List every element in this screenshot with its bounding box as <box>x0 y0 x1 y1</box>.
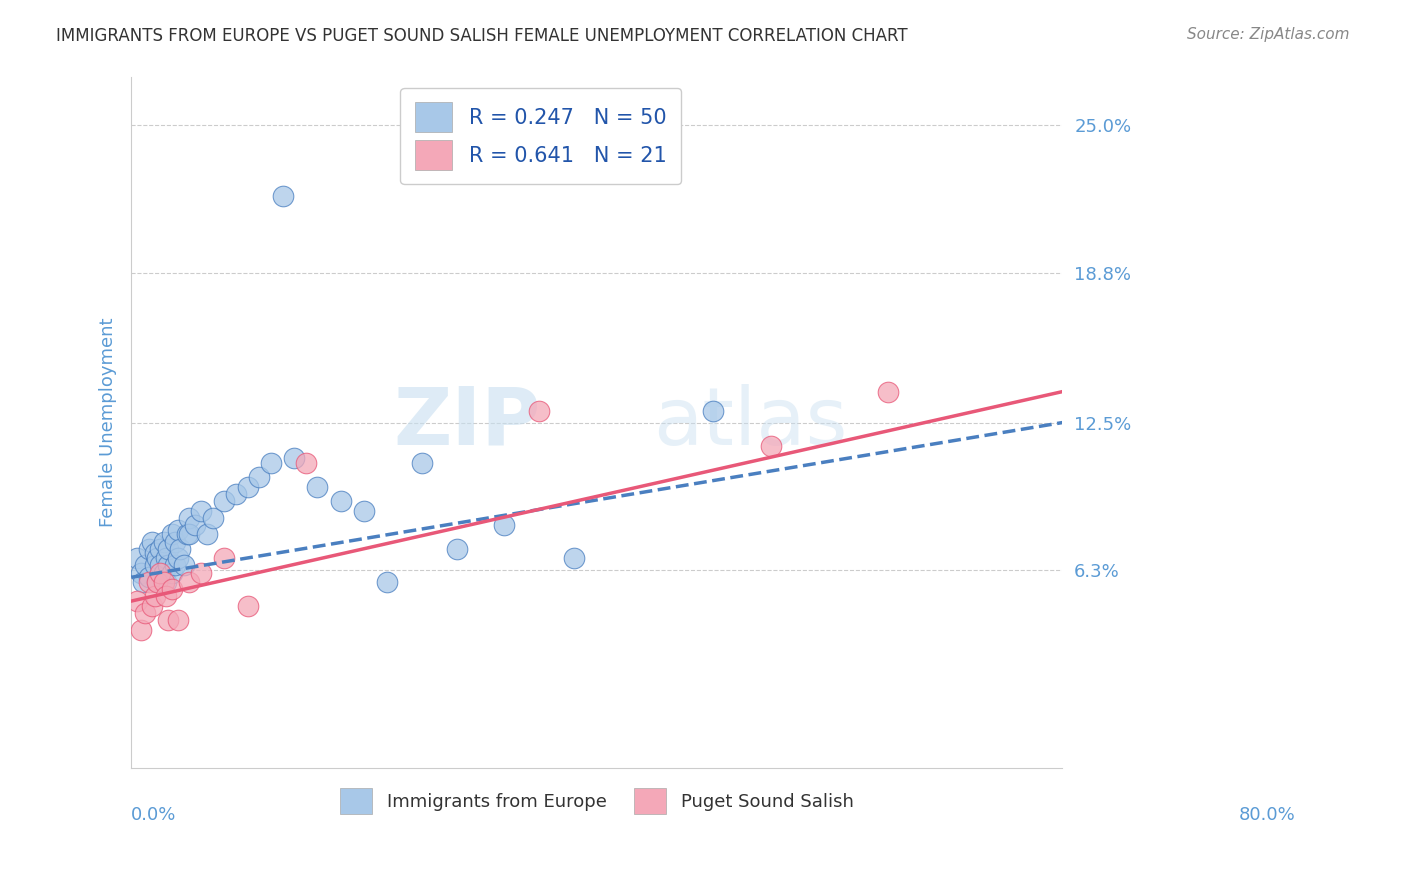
Point <box>214 494 236 508</box>
Point <box>173 558 195 573</box>
Text: atlas: atlas <box>652 384 846 461</box>
Point <box>160 566 183 580</box>
Point <box>353 503 375 517</box>
Point <box>179 575 201 590</box>
Point <box>153 575 176 590</box>
Point <box>143 546 166 560</box>
Point <box>155 575 177 590</box>
Point <box>236 480 259 494</box>
Point <box>166 551 188 566</box>
Point <box>141 534 163 549</box>
Point <box>236 599 259 613</box>
Point <box>155 551 177 566</box>
Point <box>125 551 148 566</box>
Point <box>165 558 187 573</box>
Point <box>702 403 724 417</box>
Point <box>153 566 176 580</box>
Point <box>134 606 156 620</box>
Point <box>149 558 172 573</box>
Point <box>160 527 183 541</box>
Point <box>527 403 550 417</box>
Point <box>146 575 169 590</box>
Point <box>160 582 183 597</box>
Point <box>179 510 201 524</box>
Point <box>190 566 212 580</box>
Point <box>125 594 148 608</box>
Text: IMMIGRANTS FROM EUROPE VS PUGET SOUND SALISH FEMALE UNEMPLOYMENT CORRELATION CHA: IMMIGRANTS FROM EUROPE VS PUGET SOUND SA… <box>56 27 908 45</box>
Point <box>143 590 166 604</box>
Point <box>562 551 585 566</box>
Point <box>166 613 188 627</box>
Point <box>195 527 218 541</box>
Point <box>214 551 236 566</box>
Point <box>129 623 152 637</box>
Point <box>153 534 176 549</box>
Point <box>132 575 155 590</box>
Point <box>201 510 224 524</box>
Legend: Immigrants from Europe, Puget Sound Salish: Immigrants from Europe, Puget Sound Sali… <box>333 780 860 821</box>
Point <box>169 541 191 556</box>
Point <box>271 189 294 203</box>
Point <box>283 451 305 466</box>
Point <box>761 439 783 453</box>
Point <box>411 456 433 470</box>
Text: ZIP: ZIP <box>394 384 541 461</box>
Point <box>190 503 212 517</box>
Text: 0.0%: 0.0% <box>131 805 177 823</box>
Point <box>247 470 270 484</box>
Point <box>446 541 468 556</box>
Point <box>492 517 515 532</box>
Point <box>143 558 166 573</box>
Point <box>165 534 187 549</box>
Point <box>157 541 180 556</box>
Point <box>138 541 160 556</box>
Point <box>184 517 207 532</box>
Point <box>146 551 169 566</box>
Text: 80.0%: 80.0% <box>1239 805 1295 823</box>
Point <box>149 566 172 580</box>
Point <box>149 541 172 556</box>
Point <box>375 575 398 590</box>
Point <box>166 523 188 537</box>
Point <box>225 487 247 501</box>
Point <box>157 613 180 627</box>
Point <box>134 558 156 573</box>
Point <box>329 494 352 508</box>
Point <box>129 566 152 580</box>
Point <box>141 599 163 613</box>
Point <box>155 590 177 604</box>
Point <box>157 558 180 573</box>
Point <box>260 456 283 470</box>
Text: Source: ZipAtlas.com: Source: ZipAtlas.com <box>1187 27 1350 42</box>
Point <box>179 527 201 541</box>
Point <box>295 456 318 470</box>
Y-axis label: Female Unemployment: Female Unemployment <box>100 318 117 527</box>
Point <box>876 384 898 399</box>
Point <box>307 480 329 494</box>
Point <box>146 575 169 590</box>
Point <box>138 570 160 584</box>
Point <box>138 575 160 590</box>
Point <box>176 527 198 541</box>
